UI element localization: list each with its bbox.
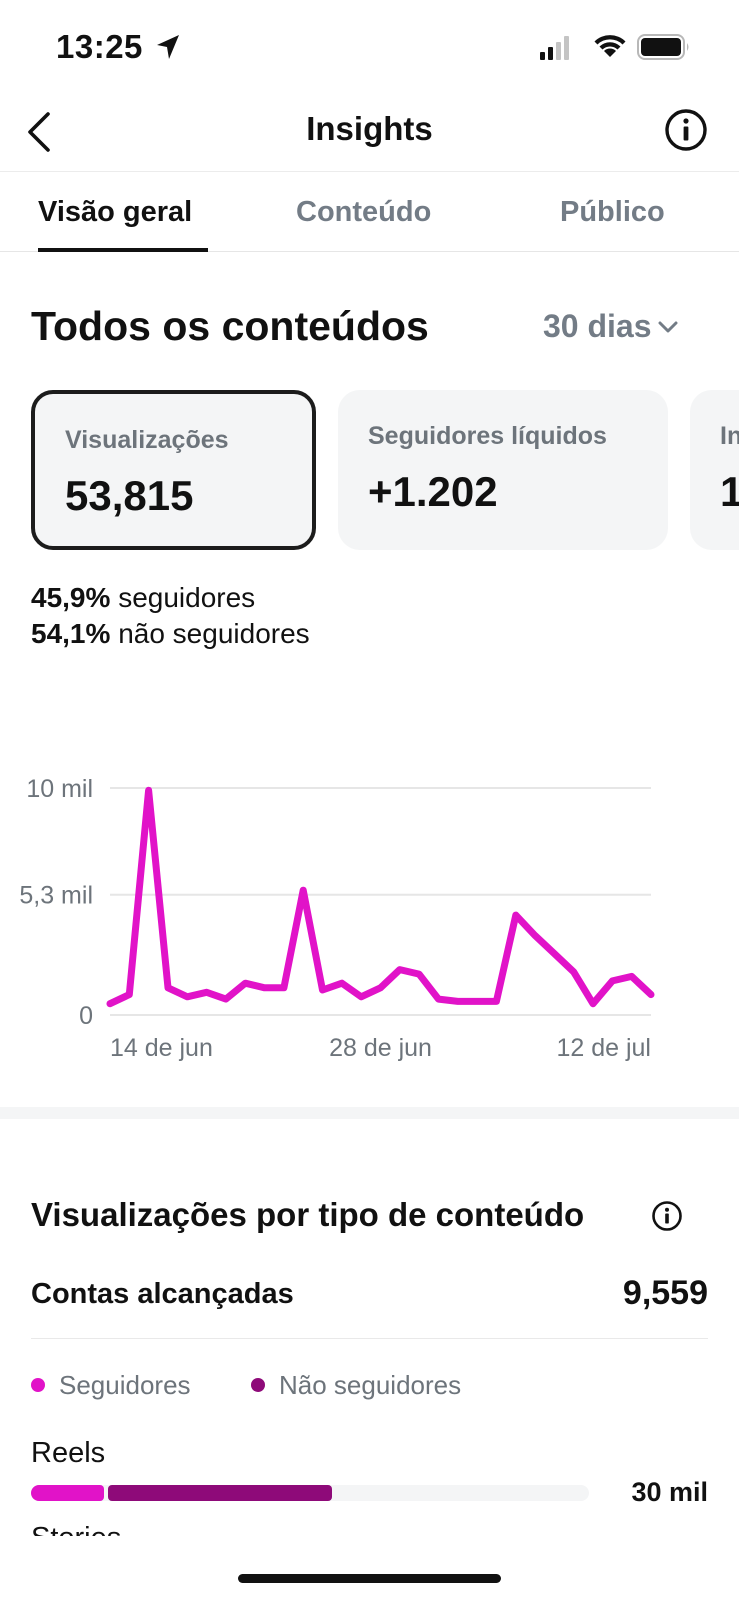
- status-bar: 13:25: [0, 0, 739, 100]
- metric-card-partial[interactable]: In 1: [690, 390, 739, 550]
- home-indicator: [238, 1574, 501, 1583]
- content-type-label-reels: Reels: [31, 1437, 106, 1469]
- views-line-chart: 10 mil 5,3 mil 0 14 de jun 28 de jun 12 de ju…: [19, 775, 655, 1062]
- content-type-title: Visualizações por tipo de conteúdo: [31, 1196, 585, 1233]
- followers-split: 45,9% seguidores: [31, 582, 255, 614]
- content-type-label-stories: Stories: [31, 1522, 121, 1536]
- x-tick-label: 28 de jun: [329, 1034, 432, 1062]
- back-arrow-icon[interactable]: [22, 110, 62, 154]
- legend-dot: [31, 1378, 45, 1392]
- y-tick-label: 10 mil: [26, 775, 93, 803]
- views-series-line: [106, 786, 655, 1008]
- section-title: Todos os conteúdos: [31, 303, 429, 349]
- metric-value: 53,815: [65, 472, 194, 519]
- date-range-label: 30 dias: [543, 308, 652, 344]
- non-followers-text: não seguidores: [118, 618, 310, 649]
- followers-pct: 45,9%: [31, 582, 111, 613]
- active-tab-indicator: [38, 248, 208, 252]
- legend-label: Não seguidores: [279, 1370, 462, 1400]
- legend-label: Seguidores: [59, 1370, 191, 1400]
- reels-views-bar: [31, 1485, 589, 1501]
- y-tick-label: 5,3 mil: [19, 882, 93, 910]
- location-arrow-icon: [157, 35, 179, 59]
- metric-value: 1: [720, 468, 739, 515]
- non-followers-split: 54,1% não seguidores: [31, 618, 310, 650]
- metric-card-net-followers[interactable]: Seguidores líquidos +1.202: [338, 390, 668, 550]
- battery-icon: [637, 34, 689, 60]
- accounts-reached-value: 9,559: [622, 1274, 708, 1312]
- bar-segment-followers: [31, 1485, 104, 1501]
- wifi-icon: [594, 35, 626, 57]
- page-title: Insights: [306, 110, 433, 147]
- metric-label: Visualizações: [65, 426, 229, 454]
- tab-audience[interactable]: Público: [560, 196, 665, 228]
- info-icon[interactable]: [651, 1200, 683, 1232]
- legend-non-followers: Não seguidores: [251, 1370, 461, 1401]
- top-nav-bar: Insights: [0, 96, 739, 172]
- x-tick-label: 12 de jul: [556, 1034, 651, 1062]
- chevron-down-icon: [658, 321, 678, 333]
- metric-label: In: [720, 422, 739, 450]
- status-time: 13:25: [56, 28, 143, 65]
- info-icon[interactable]: [664, 108, 708, 152]
- tab-bar: Visão geral Conteúdo Público: [0, 172, 739, 252]
- tab-content[interactable]: Conteúdo: [296, 196, 432, 228]
- legend-followers: Seguidores: [31, 1370, 191, 1401]
- section-divider: [0, 1107, 739, 1119]
- metric-label: Seguidores líquidos: [368, 422, 607, 450]
- content-type-value-reels: 30 mil: [631, 1477, 708, 1507]
- legend-dot: [251, 1378, 265, 1392]
- bar-segment-non-followers: [107, 1485, 333, 1501]
- tab-overview[interactable]: Visão geral: [38, 196, 193, 228]
- followers-text: seguidores: [118, 582, 256, 613]
- non-followers-pct: 54,1%: [31, 618, 111, 649]
- y-tick-label: 0: [79, 1002, 93, 1030]
- divider: [31, 1338, 708, 1339]
- metric-card-views[interactable]: Visualizações 53,815: [31, 390, 316, 550]
- x-tick-label: 14 de jun: [110, 1034, 213, 1062]
- date-range-dropdown[interactable]: 30 dias: [543, 308, 678, 345]
- cellular-signal-icon: [540, 36, 569, 60]
- accounts-reached-label: Contas alcançadas: [31, 1278, 294, 1310]
- metric-value: +1.202: [368, 468, 498, 515]
